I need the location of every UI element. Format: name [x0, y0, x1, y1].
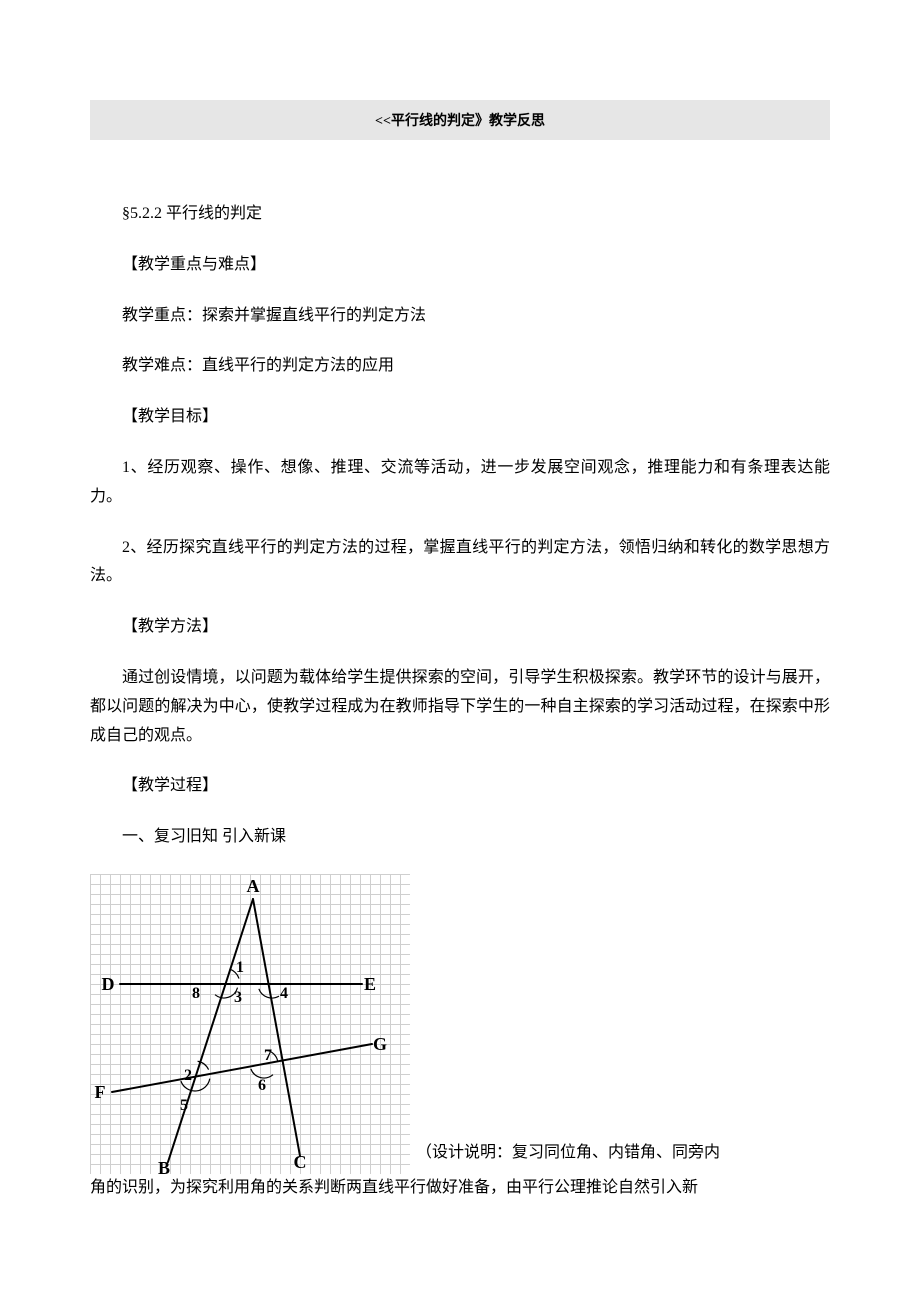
svg-text:C: C — [294, 1152, 307, 1172]
heading-process: 【教学过程】 — [90, 772, 830, 801]
page-title: <<平行线的判定》教学反思 — [90, 100, 830, 140]
svg-text:A: A — [247, 876, 260, 896]
svg-text:2: 2 — [184, 1067, 192, 1084]
objective-2: 2、经历探究直线平行的判定方法的过程，掌握直线平行的判定方法，领悟归纳和转化的数… — [90, 534, 830, 592]
method-text: 通过创设情境，以问题为载体给学生提供探索的空间，引导学生积极探索。教学环节的设计… — [90, 664, 830, 750]
svg-text:D: D — [102, 974, 115, 994]
objective-1: 1、经历观察、操作、想像、推理、交流等活动，进一步发展空间观念，推理能力和有条理… — [90, 454, 830, 512]
geometry-figure: A B C D E F G 1 8 3 4 7 2 6 5 — [90, 874, 410, 1174]
heading-method: 【教学方法】 — [90, 613, 830, 642]
svg-text:E: E — [364, 974, 376, 994]
heading-objective: 【教学目标】 — [90, 403, 830, 432]
difficulty-text: 教学难点：直线平行的判定方法的应用 — [90, 352, 830, 381]
svg-text:B: B — [158, 1158, 170, 1174]
svg-text:F: F — [95, 1082, 106, 1102]
key-text: 教学重点：探索并掌握直线平行的判定方法 — [90, 302, 830, 331]
svg-text:4: 4 — [280, 985, 288, 1002]
section-number: §5.2.2 平行线的判定 — [90, 200, 830, 229]
svg-text:6: 6 — [258, 1077, 266, 1094]
svg-text:5: 5 — [180, 1097, 188, 1114]
figure-caption-below: 角的识别，为探究利用角的关系判断两直线平行做好准备，由平行公理推论自然引入新 — [90, 1174, 830, 1203]
part1-heading: 一、复习旧知 引入新课 — [90, 823, 830, 852]
svg-text:8: 8 — [192, 985, 200, 1002]
svg-text:1: 1 — [236, 959, 244, 976]
svg-text:G: G — [373, 1034, 387, 1054]
figure-caption-side: （设计说明：复习同位角、内错角、同旁内 — [416, 1139, 720, 1174]
svg-text:7: 7 — [264, 1047, 272, 1064]
svg-text:3: 3 — [234, 989, 242, 1006]
heading-keypoints: 【教学重点与难点】 — [90, 251, 830, 280]
